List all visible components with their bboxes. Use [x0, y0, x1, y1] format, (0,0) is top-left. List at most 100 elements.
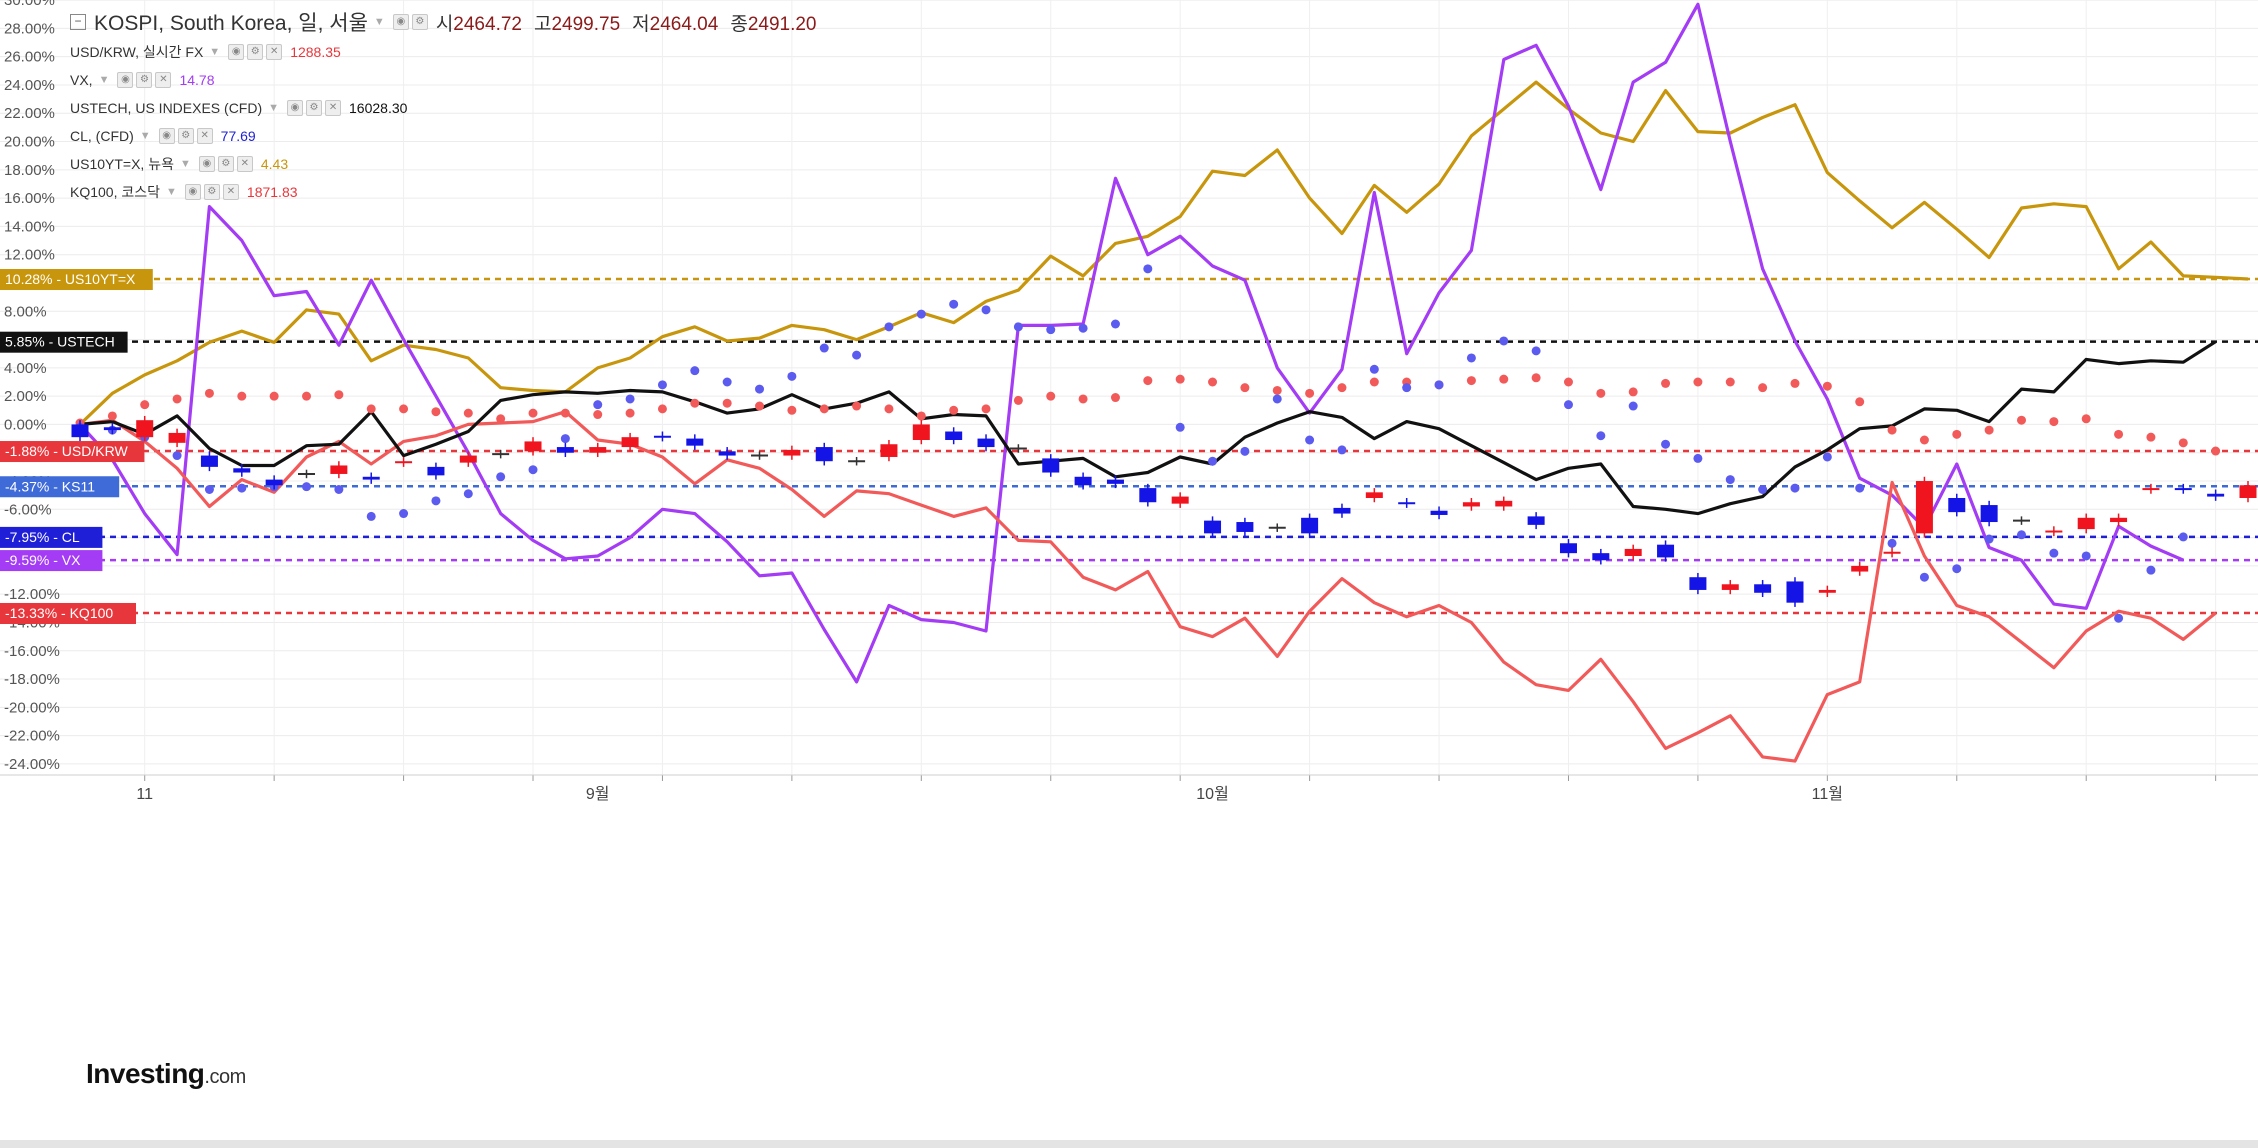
chevron-down-icon[interactable]: ▼: [209, 46, 221, 58]
last-value-label: -9.59% - VX: [0, 550, 103, 572]
y-tick-label: 2.00%: [4, 388, 47, 405]
legend-series-name[interactable]: VX,: [70, 72, 93, 88]
y-tick-label: -22.00%: [4, 728, 60, 745]
close-icon[interactable]: ✕: [196, 128, 213, 144]
legend-series-name[interactable]: USTECH, US INDEXES (CFD): [70, 100, 263, 116]
candle-body: [1980, 505, 1998, 523]
last-value-label-text: -4.37% - KS11: [5, 478, 95, 494]
series-dot-cl: [2114, 613, 2124, 623]
series-dot-cl: [1596, 431, 1606, 441]
last-value-label: -13.33% - KQ100: [0, 602, 136, 624]
candle-body: [1365, 492, 1383, 498]
legend-series-value: 1288.35: [290, 44, 341, 60]
eye-icon[interactable]: ◉: [392, 14, 409, 30]
series-dot-usdkrw: [852, 401, 862, 411]
series-dot-usdkrw: [496, 414, 506, 424]
gear-icon[interactable]: ⚙: [177, 128, 194, 144]
last-value-label-bg: [0, 476, 120, 498]
candle-body: [621, 437, 639, 448]
candle-body: [2142, 488, 2160, 491]
chevron-down-icon[interactable]: ▼: [166, 186, 177, 198]
eye-icon[interactable]: ◉: [228, 44, 245, 60]
main-symbol-name[interactable]: KOSPI, South Korea, 일, 서울: [94, 12, 368, 35]
gear-icon[interactable]: ⚙: [411, 14, 428, 30]
candle-body: [2174, 488, 2192, 491]
series-dot-cl: [560, 434, 570, 444]
legend-series-name[interactable]: CL, (CFD): [70, 128, 134, 144]
chevron-down-icon[interactable]: ▼: [179, 158, 191, 170]
series-dot-cl: [1240, 446, 1250, 456]
gear-icon[interactable]: ⚙: [306, 100, 323, 116]
candle-body: [1495, 500, 1513, 507]
series-dot-usdkrw: [1046, 391, 1056, 401]
candle-body: [1883, 551, 1901, 554]
eye-icon[interactable]: ◉: [198, 156, 215, 172]
candle-body: [1818, 589, 1836, 593]
gear-icon[interactable]: ⚙: [136, 72, 153, 88]
eye-icon[interactable]: ◉: [287, 100, 304, 116]
candle-body: [330, 465, 348, 474]
series-dot-cl: [1369, 364, 1379, 374]
series-dot-cl: [593, 400, 603, 410]
series-dot-usdkrw: [1725, 377, 1735, 387]
legend-row: KQ100, 코스닥 ▼ ◉ ⚙ ✕ 1871.83: [70, 178, 829, 206]
candle-body: [1657, 544, 1675, 558]
series-dot-cl: [1531, 346, 1541, 356]
chevron-down-icon[interactable]: ▼: [139, 130, 151, 142]
candle-body: [1074, 476, 1092, 486]
last-value-label-text: 5.85% - USTECH: [5, 334, 115, 350]
chart-legend: − KOSPI, South Korea, 일, 서울 ▼ ◉ ⚙ 시2464.…: [70, 6, 829, 206]
gear-icon[interactable]: ⚙: [203, 184, 220, 200]
close-icon[interactable]: ✕: [325, 100, 342, 116]
legend-buttons: ◉ ⚙ ✕: [184, 184, 239, 200]
eye-icon[interactable]: ◉: [117, 72, 134, 88]
candle-body: [1236, 522, 1254, 532]
candle-body: [362, 476, 380, 480]
y-tick-label: -16.00%: [4, 643, 60, 660]
series-dot-usdkrw: [916, 411, 926, 421]
candle-body: [71, 424, 89, 438]
series-dot-cl: [366, 511, 376, 521]
series-dot-usdkrw: [560, 408, 570, 418]
close-icon[interactable]: ✕: [236, 156, 253, 172]
close-icon[interactable]: ✕: [222, 184, 239, 200]
eye-icon[interactable]: ◉: [184, 184, 201, 200]
chevron-down-icon[interactable]: ▼: [268, 102, 280, 114]
last-value-label-bg: [0, 602, 136, 624]
series-dot-cl: [1628, 401, 1638, 411]
series-dot-cl: [1952, 564, 1962, 574]
candle-body: [1333, 507, 1351, 514]
chevron-down-icon[interactable]: ▼: [98, 74, 110, 86]
collapse-icon[interactable]: −: [70, 14, 86, 30]
series-dot-cl: [1208, 456, 1218, 466]
series-dot-usdkrw: [302, 391, 312, 401]
gear-icon[interactable]: ⚙: [217, 156, 234, 172]
series-dot-usdkrw: [2178, 438, 2188, 448]
last-value-label: 10.28% - US10YT=X: [0, 269, 153, 291]
candle-body: [1171, 496, 1189, 504]
legend-series-name[interactable]: USD/KRW, 실시간 FX: [70, 44, 204, 60]
y-tick-label: -6.00%: [4, 501, 52, 518]
series-dot-cl: [2146, 565, 2156, 575]
legend-series-name[interactable]: KQ100, 코스닥: [70, 184, 161, 200]
chevron-down-icon[interactable]: ▼: [373, 16, 385, 28]
series-dot-usdkrw: [1240, 383, 1250, 393]
series-dot-cl: [1919, 572, 1929, 582]
candle-body: [880, 444, 898, 457]
eye-icon[interactable]: ◉: [158, 128, 175, 144]
close-icon[interactable]: ✕: [266, 44, 283, 60]
close-icon[interactable]: ✕: [155, 72, 172, 88]
series-line-vx: [78, 2, 2184, 684]
last-value-label: -4.37% - KS11: [0, 476, 120, 498]
candle-body: [103, 427, 121, 431]
last-value-label-text: -1.88% - USD/KRW: [5, 443, 128, 459]
legend-series-name[interactable]: US10YT=X, 뉴욕: [70, 156, 174, 172]
series-dot-cl: [2178, 532, 2188, 542]
legend-buttons: ◉ ⚙ ✕: [198, 156, 253, 172]
gear-icon[interactable]: ⚙: [247, 44, 264, 60]
series-dot-usdkrw: [1499, 374, 1509, 384]
series-dot-cl: [690, 366, 700, 376]
series-dot-usdkrw: [1078, 394, 1088, 404]
